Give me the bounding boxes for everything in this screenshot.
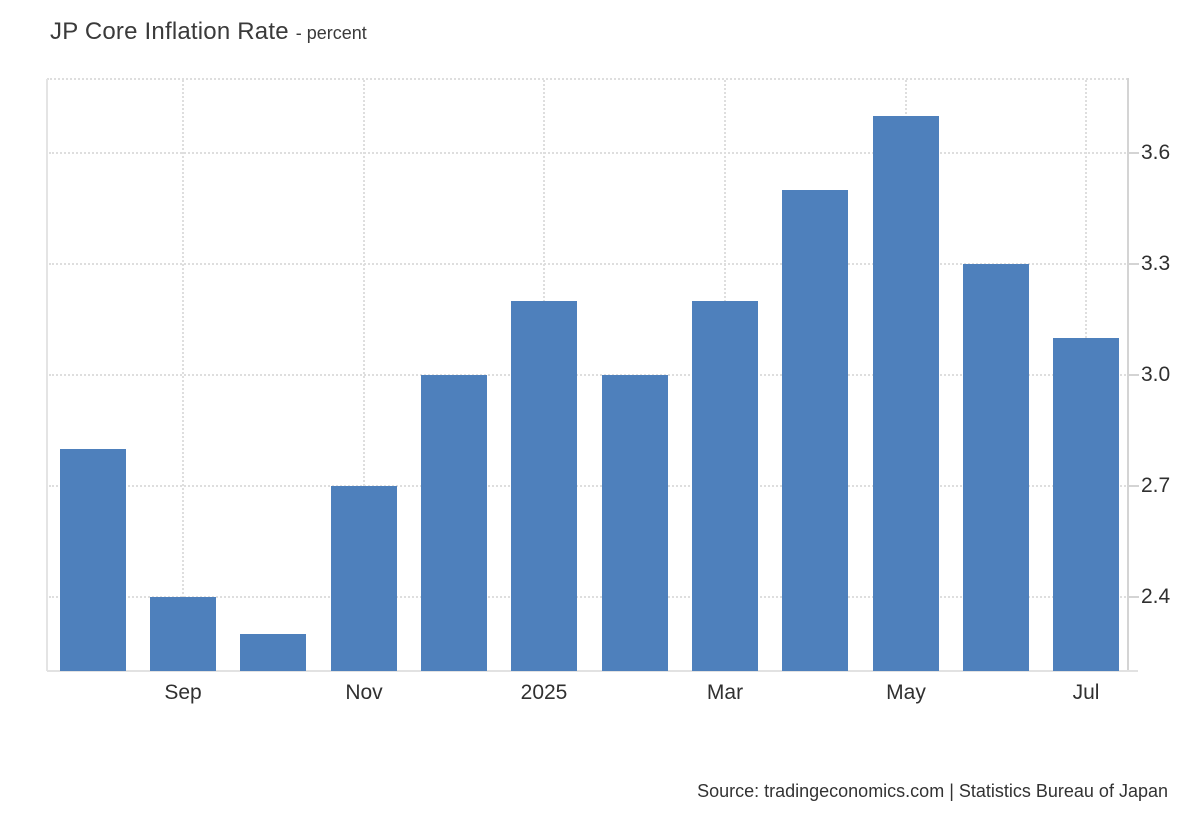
y-axis-tick-label: 3.0 <box>1141 363 1171 386</box>
plot-frame-top <box>47 78 1128 80</box>
bar-mar-2025[interactable] <box>692 301 758 671</box>
gridline-horizontal <box>49 596 1126 598</box>
plot-frame-left <box>46 79 48 671</box>
chart-header: JP Core Inflation Rate - percent <box>50 18 367 46</box>
bar-nov-2024[interactable] <box>331 486 397 671</box>
bar-oct-2024[interactable] <box>240 634 306 671</box>
y-axis-tick-label: 3.3 <box>1141 252 1171 275</box>
y-axis-tick <box>1128 485 1139 487</box>
bar-apr-2025[interactable] <box>782 190 848 671</box>
y-axis-tick-label: 2.4 <box>1141 585 1171 608</box>
gridline-vertical <box>182 80 184 670</box>
x-axis-tick-label: Jul <box>1072 681 1100 704</box>
gridline-horizontal <box>49 374 1126 376</box>
chart-title: JP Core Inflation Rate <box>50 18 289 45</box>
gridline-horizontal <box>49 485 1126 487</box>
gridline-vertical <box>363 80 365 670</box>
chart-subtitle: - percent <box>295 23 367 43</box>
source-note: Source: tradingeconomics.com | Statistic… <box>697 781 1168 801</box>
y-axis-tick <box>1128 152 1139 154</box>
x-axis-tick-label: Sep <box>164 681 202 704</box>
bar-feb-2025[interactable] <box>602 375 668 671</box>
bar-jan-2025[interactable] <box>511 301 577 671</box>
bar-aug-2024[interactable] <box>60 449 126 671</box>
x-axis-tick-label: Mar <box>706 681 744 704</box>
x-axis-tick-label: Nov <box>345 681 383 704</box>
y-axis-tick <box>1128 596 1139 598</box>
bar-sep-2024[interactable] <box>150 597 216 671</box>
bar-dec-2024[interactable] <box>421 375 487 671</box>
x-axis-tick-label: 2025 <box>520 681 568 704</box>
bar-may-2025[interactable] <box>873 116 939 671</box>
y-axis-tick-label: 2.7 <box>1141 474 1171 497</box>
y-axis-tick-label: 3.6 <box>1141 141 1171 164</box>
gridline-horizontal <box>49 152 1126 154</box>
gridline-horizontal <box>49 263 1126 265</box>
y-axis-tick <box>1128 374 1139 376</box>
x-axis-line <box>47 670 1138 672</box>
x-axis-tick-label: May <box>886 681 926 704</box>
bar-jun-2025[interactable] <box>963 264 1029 671</box>
plot-area: 2.4 2.7 3.0 3.3 3.6 Sep Nov 2025 Mar May Jul <box>46 78 1171 704</box>
y-axis-tick <box>1128 263 1139 265</box>
bar-jul-2025[interactable] <box>1053 338 1119 671</box>
